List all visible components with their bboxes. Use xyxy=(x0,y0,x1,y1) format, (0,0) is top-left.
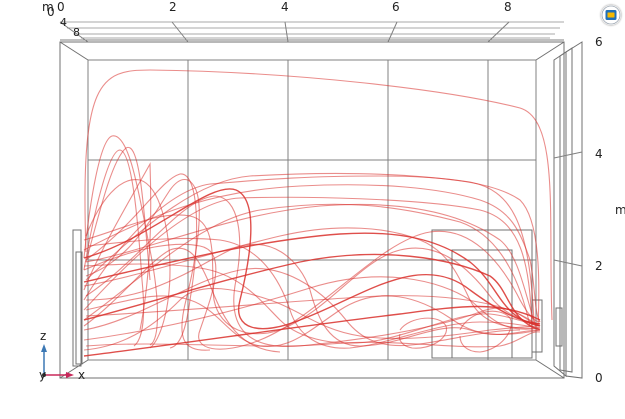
streamline xyxy=(83,267,521,347)
z-axis-unit-label: m xyxy=(615,203,625,217)
streamline xyxy=(85,178,211,351)
streamlines xyxy=(83,69,553,357)
x-tick-label: 0 xyxy=(57,0,65,14)
streamline xyxy=(83,227,541,329)
streamline xyxy=(85,243,541,347)
streamline xyxy=(83,276,541,341)
streamline xyxy=(83,305,541,357)
streamline xyxy=(85,179,171,349)
y-tick-label: 0 xyxy=(47,5,55,19)
streamline xyxy=(83,247,281,353)
streamline xyxy=(85,295,541,327)
x-tick-label: 2 xyxy=(169,0,177,14)
x-tick-label: 4 xyxy=(281,0,289,14)
streamline xyxy=(83,188,541,330)
streamline xyxy=(85,195,541,348)
z-tick-label: 2 xyxy=(595,259,603,273)
y-tick-label: 8 xyxy=(73,26,80,39)
streamline xyxy=(83,263,541,344)
z-tick-label: 0 xyxy=(595,371,603,385)
streamline xyxy=(398,317,447,349)
streamline xyxy=(85,172,535,325)
streamline xyxy=(83,230,541,350)
right-axis-frame xyxy=(553,41,583,379)
y-axis-ticks: 0 4 8 xyxy=(47,5,80,39)
top-axis-frame xyxy=(59,21,564,43)
streamline xyxy=(87,237,541,349)
y-tick-label: 4 xyxy=(60,16,67,29)
app-logo-icon-graphic xyxy=(601,5,621,25)
z-tick-label: 4 xyxy=(595,147,603,161)
streamline xyxy=(84,69,553,321)
z-axis-ticks: 6 4 m 2 0 xyxy=(595,35,625,385)
axis-orientation-triad: z y x xyxy=(39,329,85,382)
streamline xyxy=(459,310,512,353)
x-tick-label: 8 xyxy=(504,0,512,14)
triad-y-label: y xyxy=(39,368,46,382)
streamline xyxy=(83,232,541,327)
streamline xyxy=(83,287,541,351)
triad-z-label: z xyxy=(40,329,46,343)
x-axis-ticks: m 0 2 4 6 8 xyxy=(42,0,512,14)
z-tick-label: 6 xyxy=(595,35,603,49)
streamline xyxy=(83,253,541,331)
app-logo-icon xyxy=(601,5,621,25)
streamline xyxy=(83,184,541,323)
x-axis-unit-label: m xyxy=(42,0,54,14)
room-objects xyxy=(72,229,563,367)
streamline xyxy=(83,149,145,347)
triad-x-label: x xyxy=(78,368,85,382)
streamline xyxy=(83,162,152,331)
streamline xyxy=(85,203,537,327)
streamline xyxy=(83,214,541,335)
streamline xyxy=(83,175,540,327)
streamline xyxy=(83,196,533,331)
x-tick-label: 6 xyxy=(392,0,400,14)
